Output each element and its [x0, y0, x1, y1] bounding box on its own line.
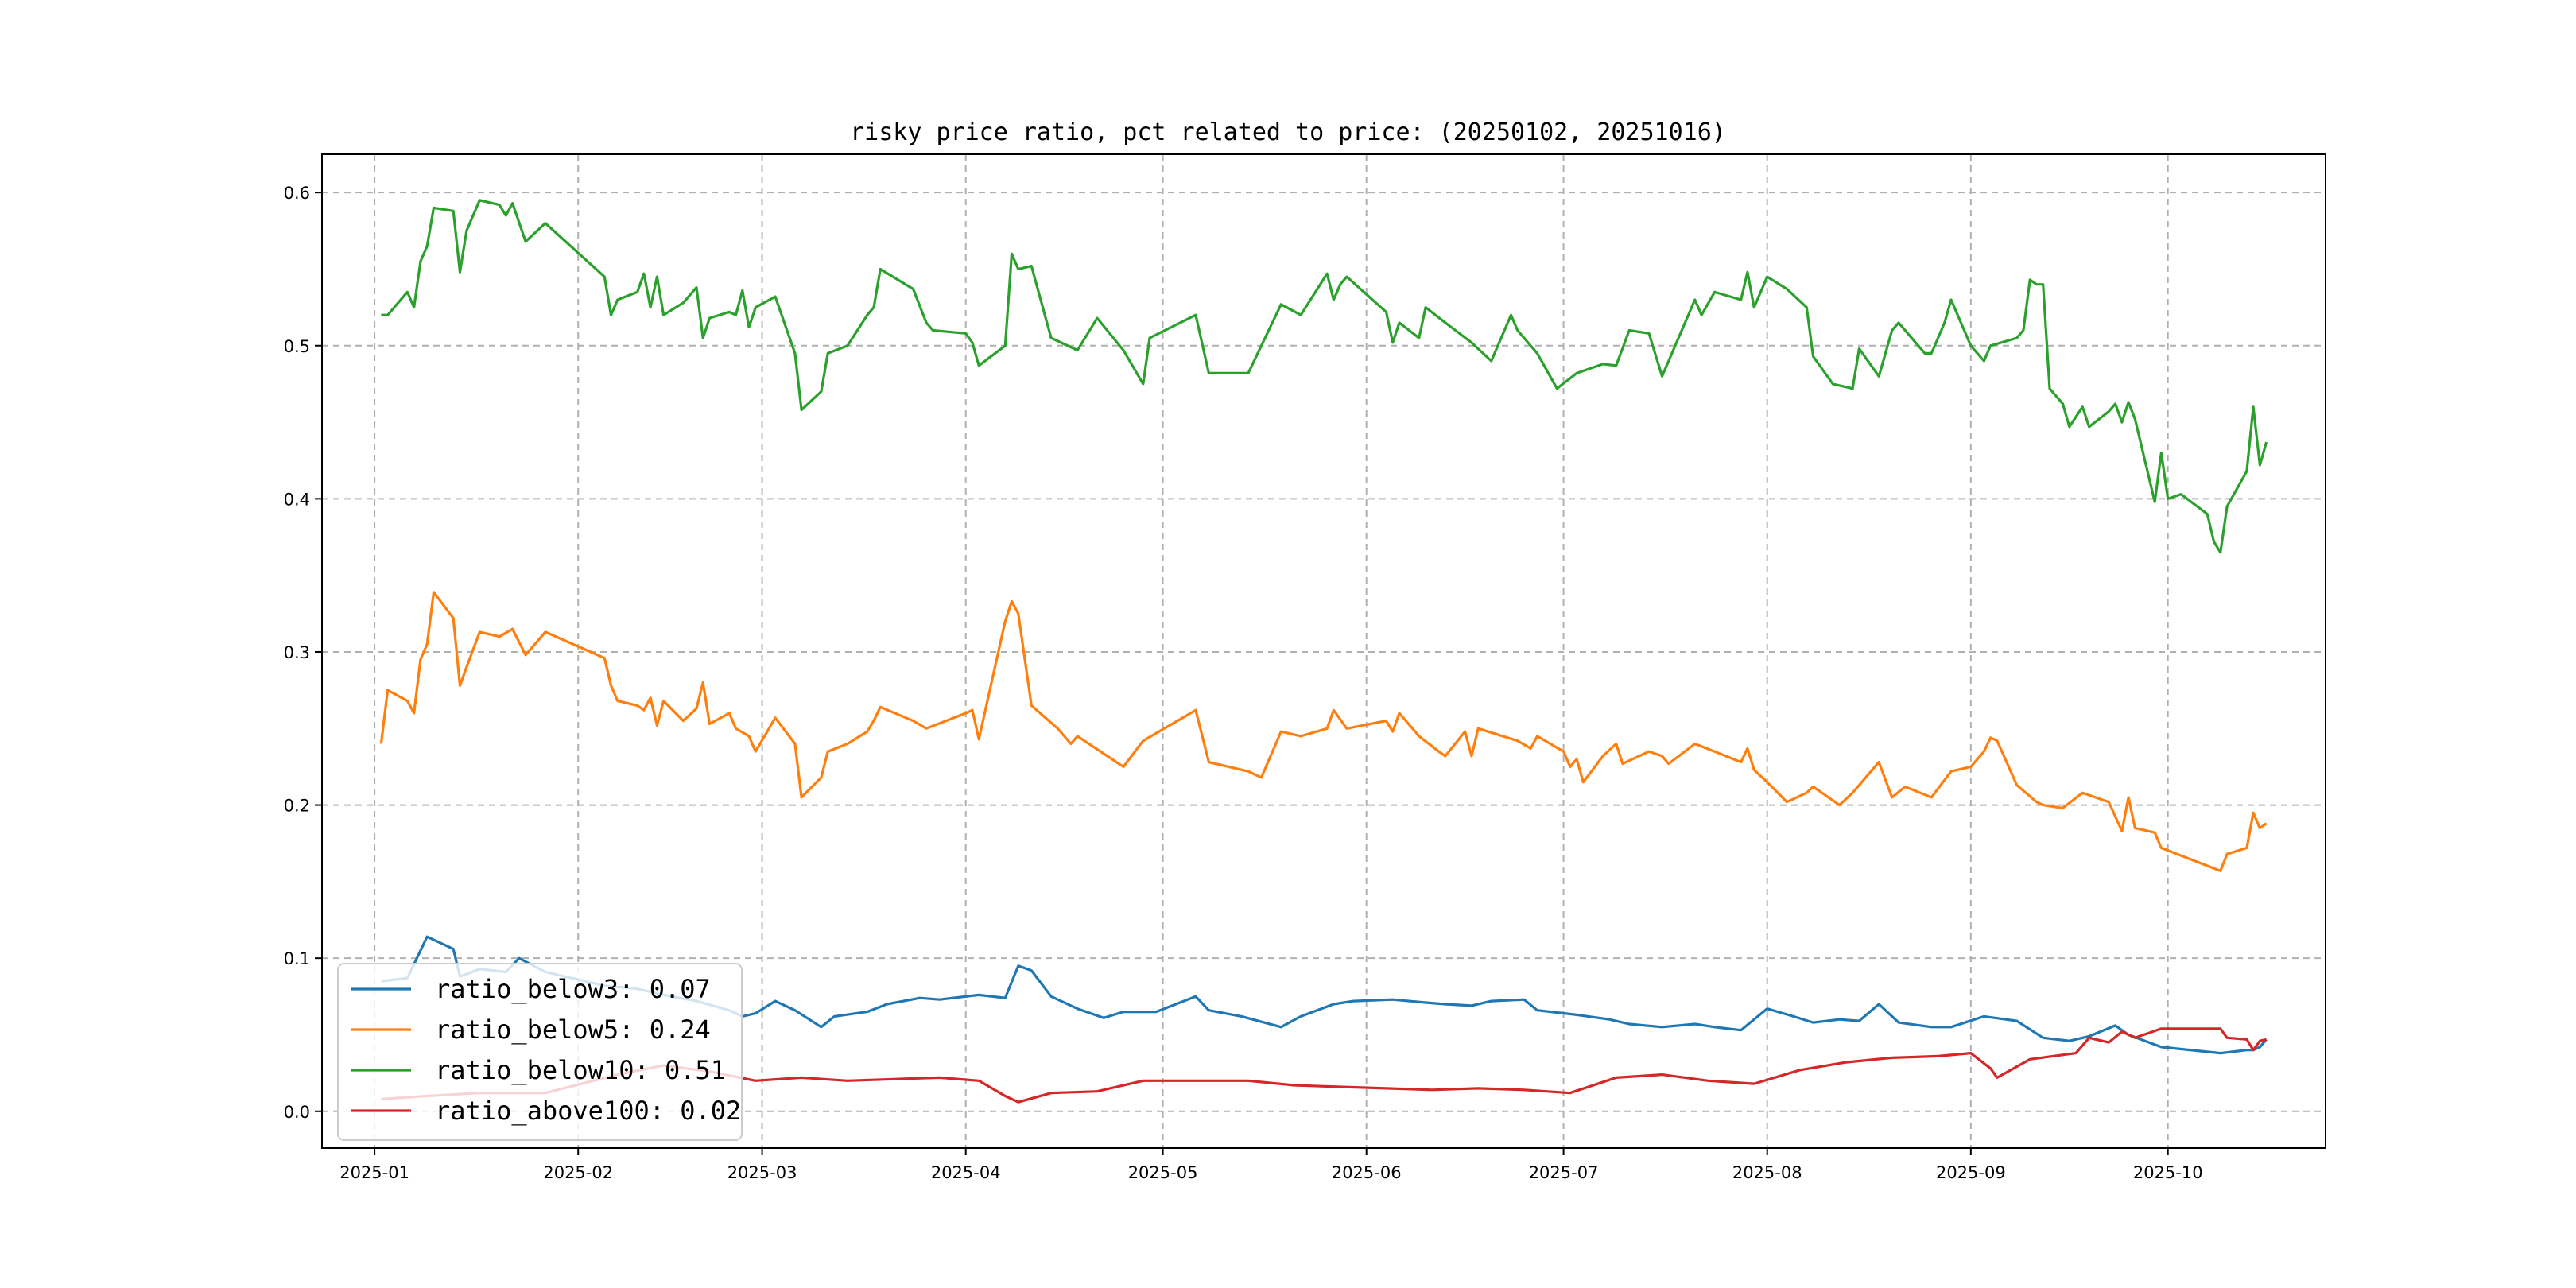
legend-label: ratio_below5: 0.24 [435, 1014, 711, 1045]
y-tick-label: 0.1 [284, 949, 310, 968]
legend-label: ratio_below3: 0.07 [435, 974, 711, 1004]
legend-box [337, 963, 743, 1141]
y-axis: 0.0 0.1 0.2 0.3 0.4 0.5 0.6 [284, 184, 322, 1122]
y-tick-label: 0.4 [284, 490, 310, 509]
x-tick-label: 2025-10 [2133, 1163, 2203, 1182]
x-tick-label: 2025-01 [339, 1163, 409, 1182]
x-axis: 2025-01 2025-02 2025-03 2025-04 2025-05 2025-… [339, 1148, 2203, 1182]
x-tick-label: 2025-09 [1936, 1163, 2006, 1182]
legend-label: ratio_above100: 0.02 [435, 1096, 741, 1126]
x-tick-label: 2025-07 [1529, 1163, 1599, 1182]
legend: ratio_below3: 0.07 ratio_below5: 0.24 rati… [337, 963, 743, 1141]
x-tick-label: 2025-04 [931, 1163, 1001, 1182]
series-line-ratio-below5 [379, 591, 2268, 872]
series-line-ratio-below10 [381, 199, 2268, 554]
legend-label: ratio_below10: 0.51 [435, 1055, 726, 1085]
series-line-ratio-above100 [381, 1027, 2267, 1104]
y-tick-label: 0.6 [284, 184, 310, 203]
grid [322, 154, 2326, 1148]
x-tick-label: 2025-02 [543, 1163, 613, 1182]
chart-title: risky price ratio, pct related to price:… [850, 118, 1726, 146]
x-tick-label: 2025-08 [1732, 1163, 1802, 1182]
y-tick-label: 0.5 [284, 337, 310, 356]
x-tick-label: 2025-06 [1332, 1163, 1402, 1182]
y-tick-label: 0.0 [284, 1103, 310, 1122]
y-tick-label: 0.3 [284, 643, 310, 662]
x-tick-label: 2025-05 [1128, 1163, 1198, 1182]
x-tick-label: 2025-03 [727, 1163, 797, 1182]
y-tick-label: 0.2 [284, 797, 310, 816]
